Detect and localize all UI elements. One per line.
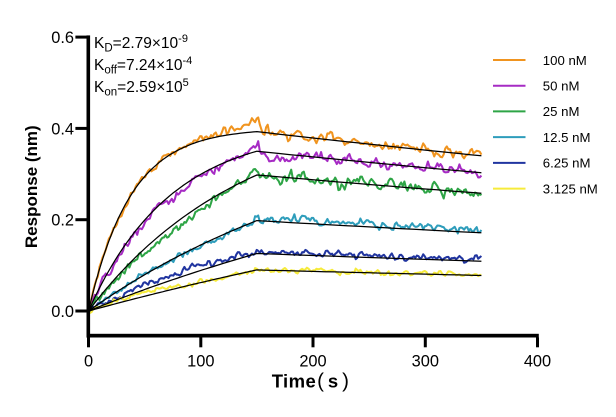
svg-text:Response (nm): Response (nm) bbox=[22, 125, 41, 248]
svg-text:300: 300 bbox=[412, 353, 439, 371]
svg-text:0: 0 bbox=[84, 353, 93, 371]
svg-text:0.2: 0.2 bbox=[51, 212, 74, 230]
svg-text:3.125 nM: 3.125 nM bbox=[543, 181, 598, 196]
svg-text:50 nM: 50 nM bbox=[543, 79, 580, 94]
svg-text:Kon=2.59×105: Kon=2.59×105 bbox=[94, 77, 189, 99]
svg-text:Koff=7.24×10-4: Koff=7.24×10-4 bbox=[94, 55, 192, 77]
svg-text:100: 100 bbox=[187, 353, 214, 371]
svg-text:400: 400 bbox=[524, 353, 551, 371]
svg-text:Time(s): Time(s) bbox=[272, 370, 350, 393]
svg-text:0.6: 0.6 bbox=[51, 29, 74, 47]
svg-text:100 nM: 100 nM bbox=[543, 53, 587, 68]
svg-text:0.4: 0.4 bbox=[51, 120, 74, 138]
svg-text:200: 200 bbox=[299, 353, 326, 371]
svg-text:0.0: 0.0 bbox=[51, 303, 74, 321]
svg-text:12.5 nM: 12.5 nM bbox=[543, 130, 591, 145]
svg-text:25 nM: 25 nM bbox=[543, 104, 580, 119]
svg-text:6.25 nM: 6.25 nM bbox=[543, 156, 591, 171]
svg-text:KD=2.79×10-9: KD=2.79×10-9 bbox=[94, 33, 188, 55]
